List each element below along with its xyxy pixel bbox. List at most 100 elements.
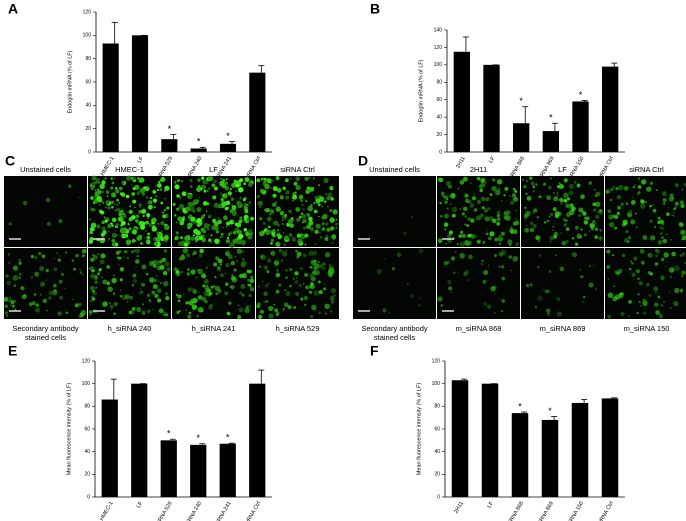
cell-signal <box>213 179 217 183</box>
cell-signal <box>483 301 488 306</box>
cell-signal <box>300 297 304 301</box>
cell-signal <box>317 280 321 284</box>
cell-signal <box>592 220 595 223</box>
cell-signal <box>479 188 484 193</box>
cell-signal <box>250 216 254 221</box>
cell-signal <box>272 193 277 198</box>
cell-signal <box>275 311 280 316</box>
cell-signal <box>91 268 95 273</box>
cell-signal <box>680 229 686 235</box>
cell-signal <box>126 301 128 303</box>
cell-signal <box>246 217 250 221</box>
cell-signal <box>151 217 157 223</box>
cell-signal <box>657 240 663 245</box>
micrograph <box>172 247 255 319</box>
cell-signal <box>234 255 237 258</box>
cell-signal <box>46 221 51 226</box>
cell-signal <box>494 254 497 257</box>
cell-signal <box>274 308 278 312</box>
cell-signal <box>114 203 116 205</box>
cell-signal <box>258 265 262 268</box>
cell-signal <box>128 209 133 214</box>
cell-signal <box>178 203 185 210</box>
cell-signal <box>308 250 314 256</box>
cell-signal <box>284 289 287 292</box>
cell-signal <box>577 184 581 188</box>
cell-signal <box>480 178 485 183</box>
image-bottom-label: h_siRNA 240 <box>107 324 152 333</box>
cell-signal <box>151 308 154 310</box>
cell-signal <box>260 254 266 261</box>
cell-signal <box>101 276 104 279</box>
cell-signal <box>137 227 140 229</box>
bar <box>161 139 178 152</box>
cell-signal <box>303 296 308 301</box>
x-tick-label: h_siRNA 240 <box>182 501 203 521</box>
cell-signal <box>661 191 667 197</box>
cell-signal <box>522 178 524 181</box>
cell-signal <box>674 287 680 294</box>
y-tick-label: 0 <box>439 149 442 155</box>
significance-marker: * <box>197 137 201 147</box>
cell-signal <box>134 259 140 264</box>
bar <box>511 413 529 497</box>
cell-signal <box>94 191 100 197</box>
cell-signal <box>582 300 585 303</box>
cell-signal <box>444 200 448 204</box>
cell-signal <box>546 195 552 201</box>
cell-signal <box>503 194 506 197</box>
cell-signal <box>640 260 645 265</box>
cell-signal <box>110 308 113 310</box>
cell-signal <box>329 209 333 212</box>
cell-signal <box>176 207 180 211</box>
cell-signal <box>119 289 122 292</box>
cell-signal <box>107 223 112 229</box>
cell-signal <box>151 287 154 290</box>
cell-signal <box>279 195 284 200</box>
cell-signal <box>552 191 555 195</box>
cell-signal <box>483 184 486 187</box>
cell-signal <box>571 206 576 212</box>
cell-signal <box>298 215 302 219</box>
cell-signal <box>270 238 274 242</box>
cell-signal <box>116 207 121 212</box>
cell-signal <box>321 268 324 271</box>
cell-signal <box>674 183 679 188</box>
cell-signal <box>188 311 192 315</box>
cell-signal <box>102 230 107 235</box>
cell-signal <box>213 285 216 288</box>
cell-signal <box>97 253 99 255</box>
cell-signal <box>175 269 180 274</box>
cell-signal <box>318 264 323 269</box>
x-tick-label: LF <box>136 500 145 509</box>
cell-signal <box>46 309 48 312</box>
bar <box>481 383 499 497</box>
cell-signal <box>445 180 451 186</box>
cell-signal <box>192 310 194 312</box>
cell-signal <box>53 257 56 260</box>
cell-signal <box>138 292 141 295</box>
cell-signal <box>301 212 304 215</box>
x-tick-label: 2H11 <box>455 156 467 170</box>
cell-signal <box>645 201 647 203</box>
cell-signal <box>233 180 238 185</box>
cell-signal <box>113 302 118 306</box>
cell-signal <box>672 214 675 217</box>
cell-signal <box>635 269 641 274</box>
cell-signal <box>126 175 132 181</box>
cell-signal <box>666 212 670 217</box>
cell-signal <box>35 307 40 313</box>
cell-signal <box>315 198 321 204</box>
cell-signal <box>537 265 540 269</box>
bar <box>602 66 619 152</box>
cell-signal <box>225 178 228 181</box>
cell-signal <box>303 252 305 254</box>
cell-signal <box>657 216 661 220</box>
cell-signal <box>585 216 590 221</box>
micrograph-background <box>353 176 436 247</box>
cell-signal <box>614 214 619 219</box>
cell-signal <box>104 219 108 223</box>
cell-signal <box>222 193 228 199</box>
cell-signal <box>106 265 110 269</box>
cell-signal <box>281 251 288 257</box>
